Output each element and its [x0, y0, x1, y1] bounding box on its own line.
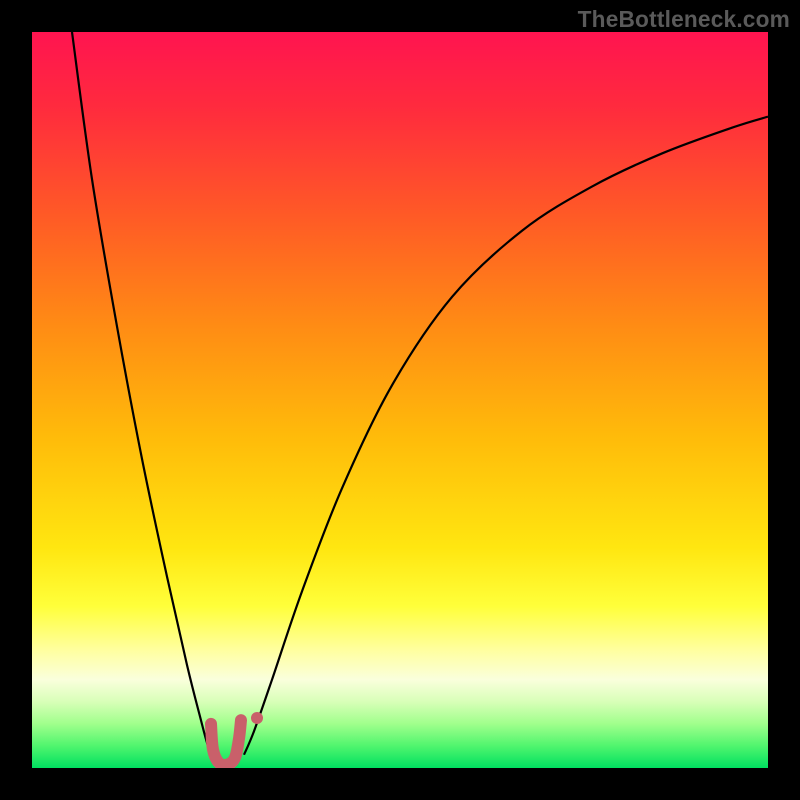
gradient-background	[32, 32, 768, 768]
chart-frame: TheBottleneck.com	[0, 0, 800, 800]
bottleneck-curve-chart	[32, 32, 768, 768]
plot-area	[32, 32, 768, 768]
watermark-text: TheBottleneck.com	[578, 6, 790, 33]
optimum-dot-marker	[251, 712, 263, 724]
